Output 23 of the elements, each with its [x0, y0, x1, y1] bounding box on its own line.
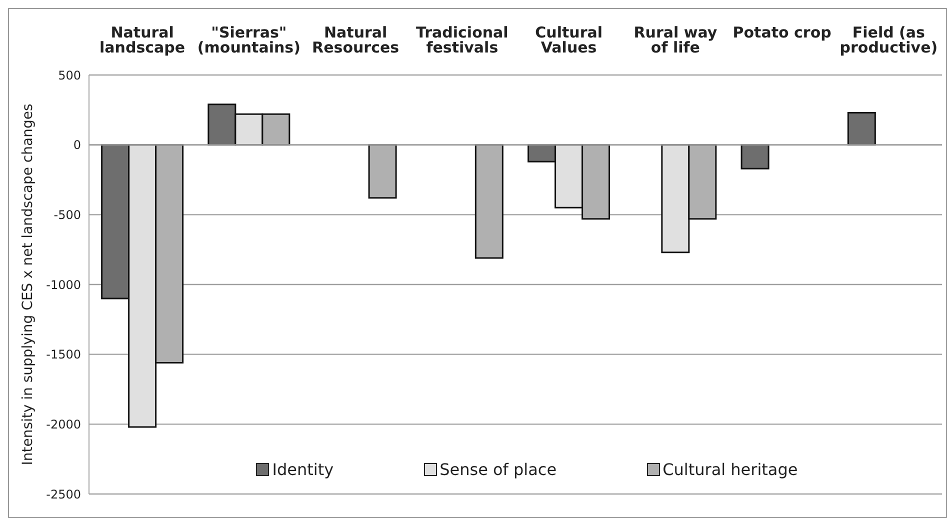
- x-tick-label: "Sierras" (mountains): [197, 24, 300, 57]
- x-tick-label: Tradicional festivals: [416, 24, 508, 57]
- x-tick-label: Natural Resources: [312, 24, 400, 57]
- x-tick-label: Potato crop: [732, 24, 832, 42]
- y-tick-label: -1000: [46, 278, 81, 292]
- y-tick-label: 0: [73, 138, 81, 152]
- bar: [474, 144, 504, 259]
- y-tick-label: -2000: [46, 417, 81, 432]
- x-tick-label: Field (as productive): [840, 24, 938, 57]
- y-tick-label: -500: [54, 208, 81, 222]
- bar: [740, 144, 770, 170]
- bar: [368, 144, 397, 199]
- x-tick-label: Cultural Values: [535, 24, 602, 57]
- x-tick-label: Rural way of life: [634, 24, 718, 57]
- legend-label: Sense of place: [440, 460, 557, 479]
- x-tick-label: Natural landscape: [100, 24, 186, 57]
- legend-label: Cultural heritage: [662, 460, 798, 479]
- y-axis-title: Intensity in supplying CES x net landscape changes: [20, 104, 36, 466]
- y-tick-label: -2500: [46, 487, 81, 502]
- legend-label: Identity: [272, 460, 334, 479]
- y-tick-label: 500: [58, 68, 81, 82]
- bar: [847, 112, 876, 146]
- y-tick-label: -1500: [46, 348, 81, 362]
